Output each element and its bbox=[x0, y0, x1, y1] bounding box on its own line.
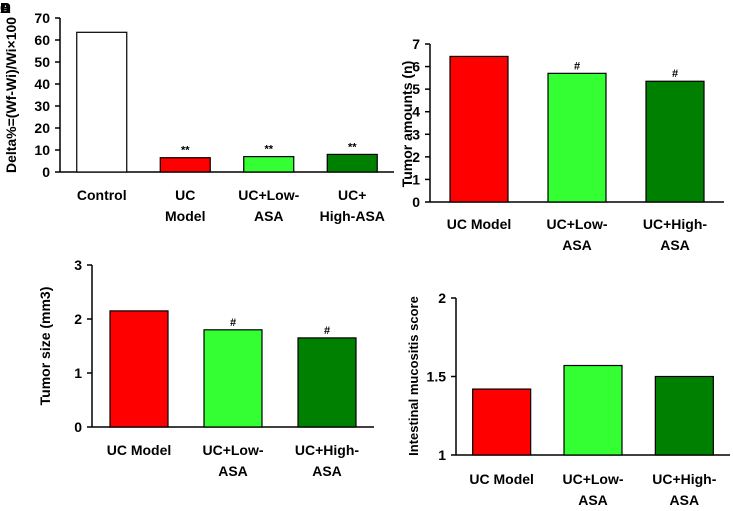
y-tick-label: 0 bbox=[42, 164, 50, 180]
significance-label: # bbox=[574, 60, 580, 72]
panel-label-d: D bbox=[0, 0, 11, 17]
category-label-line: ASA bbox=[312, 463, 342, 479]
panel-label-c: C bbox=[0, 0, 11, 17]
category-label-line: UC+ bbox=[338, 187, 366, 203]
significance-label: # bbox=[324, 325, 330, 337]
y-tick-label: 20 bbox=[34, 120, 50, 136]
y-tick-label: 2 bbox=[438, 290, 446, 306]
y-tick-label: 6 bbox=[412, 59, 420, 75]
significance-label: ** bbox=[264, 144, 273, 156]
bar bbox=[654, 375, 714, 456]
bar bbox=[159, 157, 211, 173]
bar bbox=[297, 337, 357, 428]
tumor-amounts-chart: 0 1 2 3 4 5 6 7 Tumor amounts (n) UC Model # UC+Low… bbox=[399, 36, 724, 253]
y-tick-label: 5 bbox=[412, 81, 420, 97]
category-label-line: UC bbox=[175, 187, 195, 203]
category-label: UC+Low- ASA bbox=[546, 216, 607, 253]
category-label: UC+Low- ASA bbox=[202, 442, 263, 479]
y-tick-label: 1.5 bbox=[427, 369, 447, 385]
category-label: UC+High- ASA bbox=[643, 216, 708, 253]
y-tick-label: 4 bbox=[412, 104, 420, 120]
tumor-size-chart: 0 1 2 3 Tumor size (mm3) UC Model # UC+Low- ASA #… bbox=[37, 257, 374, 479]
panel-label-a: A bbox=[0, 0, 11, 17]
category-label: UC+Low- ASA bbox=[238, 187, 299, 224]
bar bbox=[645, 80, 705, 203]
bar bbox=[472, 388, 532, 456]
category-label: Control bbox=[77, 187, 127, 203]
y-axis-title: Tumor size (mm3) bbox=[37, 287, 53, 406]
y-tick-label: 40 bbox=[34, 76, 50, 92]
y-axis-title: Tumor amounts (n) bbox=[399, 61, 415, 188]
y-axis-title: Intestinal mucositis score bbox=[406, 296, 421, 456]
mucositis-score-chart: 1 1.5 2 Intestinal mucositis score UC Model U… bbox=[406, 290, 730, 508]
category-label-line: UC Model bbox=[107, 442, 172, 458]
category-label-line: UC+High- bbox=[643, 216, 708, 232]
y-tick-label: 10 bbox=[34, 142, 50, 158]
significance-label: ** bbox=[348, 141, 357, 153]
category-label-line: UC+High- bbox=[652, 471, 717, 487]
bar bbox=[243, 156, 295, 173]
category-label-line: UC+High- bbox=[295, 442, 360, 458]
bar bbox=[203, 329, 263, 428]
y-tick-label: 30 bbox=[34, 98, 50, 114]
category-label-line: ASA bbox=[562, 237, 592, 253]
y-tick-label: 1 bbox=[412, 171, 420, 187]
bar bbox=[563, 364, 623, 456]
y-tick-label: 7 bbox=[412, 36, 420, 52]
y-tick-label: 2 bbox=[74, 311, 82, 327]
y-axis-title: Delta%=(Wf-Wi)/Wi×100 bbox=[3, 17, 19, 173]
y-tick-label: 3 bbox=[412, 126, 420, 142]
category-label-line: UC+Low- bbox=[238, 187, 299, 203]
category-label: UC Model bbox=[447, 216, 512, 232]
category-label-line: ASA bbox=[578, 492, 608, 508]
category-label-line: Model bbox=[165, 208, 205, 224]
y-tick-label: 70 bbox=[34, 10, 50, 26]
y-tick-label: 0 bbox=[74, 419, 82, 435]
category-label: UC+Low- ASA bbox=[562, 471, 623, 508]
significance-label: ** bbox=[181, 145, 190, 157]
category-label-line: ASA bbox=[254, 208, 284, 224]
category-label-line: UC+Low- bbox=[202, 442, 263, 458]
category-label-line: ASA bbox=[670, 492, 700, 508]
significance-label: # bbox=[672, 68, 678, 80]
y-tick-label: 60 bbox=[34, 32, 50, 48]
bar bbox=[547, 72, 607, 203]
category-label-line: UC+Low- bbox=[562, 471, 623, 487]
significance-label: # bbox=[230, 317, 236, 329]
y-tick-label: 50 bbox=[34, 54, 50, 70]
y-tick-label: 3 bbox=[74, 257, 82, 273]
y-tick-label: 1 bbox=[438, 447, 446, 463]
category-label: UC+High- ASA bbox=[295, 442, 360, 479]
y-tick-label: 0 bbox=[412, 194, 420, 210]
category-label: UC+ High-ASA bbox=[320, 187, 385, 224]
panel-label-b: B bbox=[0, 0, 11, 17]
y-tick-label: 1 bbox=[74, 365, 82, 381]
bar bbox=[326, 153, 378, 173]
y-tick-label: 2 bbox=[412, 149, 420, 165]
category-label-line: UC+Low- bbox=[546, 216, 607, 232]
category-label-line: ASA bbox=[660, 237, 690, 253]
bar bbox=[449, 55, 509, 203]
category-label: UC Model bbox=[107, 442, 172, 458]
category-label-line: UC Model bbox=[447, 216, 512, 232]
category-label-line: UC Model bbox=[469, 471, 534, 487]
category-label-line: ASA bbox=[218, 463, 248, 479]
category-label: UC Model bbox=[165, 187, 205, 224]
category-label: UC Model bbox=[469, 471, 534, 487]
delta-weight-chart: 0 10 20 30 40 50 60 70 Delta%=(Wf-Wi)/Wi×100 Cont… bbox=[3, 10, 394, 224]
category-label-line: Control bbox=[77, 187, 127, 203]
bar bbox=[76, 31, 128, 173]
bar bbox=[109, 310, 169, 428]
category-label-line: High-ASA bbox=[320, 208, 385, 224]
category-label: UC+High- ASA bbox=[652, 471, 717, 508]
